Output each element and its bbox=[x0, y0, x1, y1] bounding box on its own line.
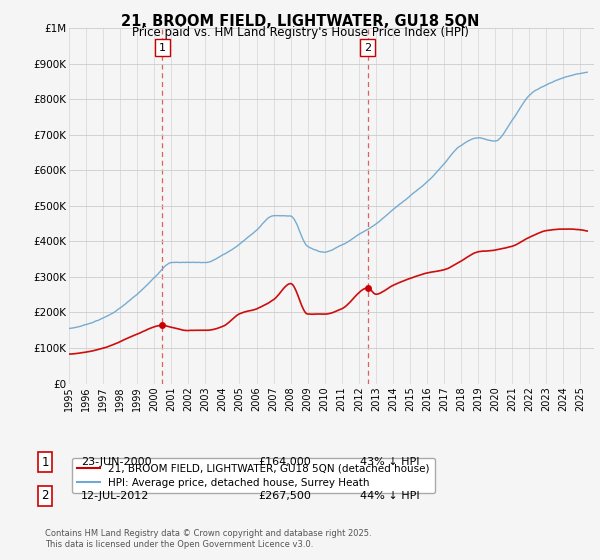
Text: 2: 2 bbox=[41, 489, 49, 502]
Text: 44% ↓ HPI: 44% ↓ HPI bbox=[360, 491, 419, 501]
Text: 43% ↓ HPI: 43% ↓ HPI bbox=[360, 457, 419, 467]
Text: 12-JUL-2012: 12-JUL-2012 bbox=[81, 491, 149, 501]
Text: 2: 2 bbox=[364, 43, 371, 53]
Legend: 21, BROOM FIELD, LIGHTWATER, GU18 5QN (detached house), HPI: Average price, deta: 21, BROOM FIELD, LIGHTWATER, GU18 5QN (d… bbox=[71, 458, 435, 493]
Text: Price paid vs. HM Land Registry's House Price Index (HPI): Price paid vs. HM Land Registry's House … bbox=[131, 26, 469, 39]
Text: 1: 1 bbox=[41, 455, 49, 469]
Text: Contains HM Land Registry data © Crown copyright and database right 2025.
This d: Contains HM Land Registry data © Crown c… bbox=[45, 529, 371, 549]
Text: £267,500: £267,500 bbox=[258, 491, 311, 501]
Text: £164,000: £164,000 bbox=[258, 457, 311, 467]
Text: 23-JUN-2000: 23-JUN-2000 bbox=[81, 457, 152, 467]
Text: 21, BROOM FIELD, LIGHTWATER, GU18 5QN: 21, BROOM FIELD, LIGHTWATER, GU18 5QN bbox=[121, 14, 479, 29]
Text: 1: 1 bbox=[159, 43, 166, 53]
